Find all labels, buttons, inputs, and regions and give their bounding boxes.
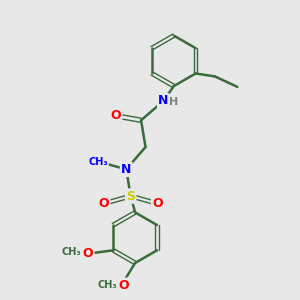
Text: O: O — [110, 109, 121, 122]
Text: N: N — [158, 94, 169, 107]
Text: H: H — [169, 98, 178, 107]
Text: S: S — [126, 190, 135, 202]
Text: CH₃: CH₃ — [97, 280, 117, 290]
Text: N: N — [121, 163, 131, 176]
Text: O: O — [83, 247, 93, 260]
Text: CH₃: CH₃ — [88, 157, 108, 167]
Text: O: O — [118, 279, 129, 292]
Text: O: O — [152, 197, 163, 210]
Text: CH₃: CH₃ — [62, 247, 82, 257]
Text: O: O — [99, 197, 109, 210]
